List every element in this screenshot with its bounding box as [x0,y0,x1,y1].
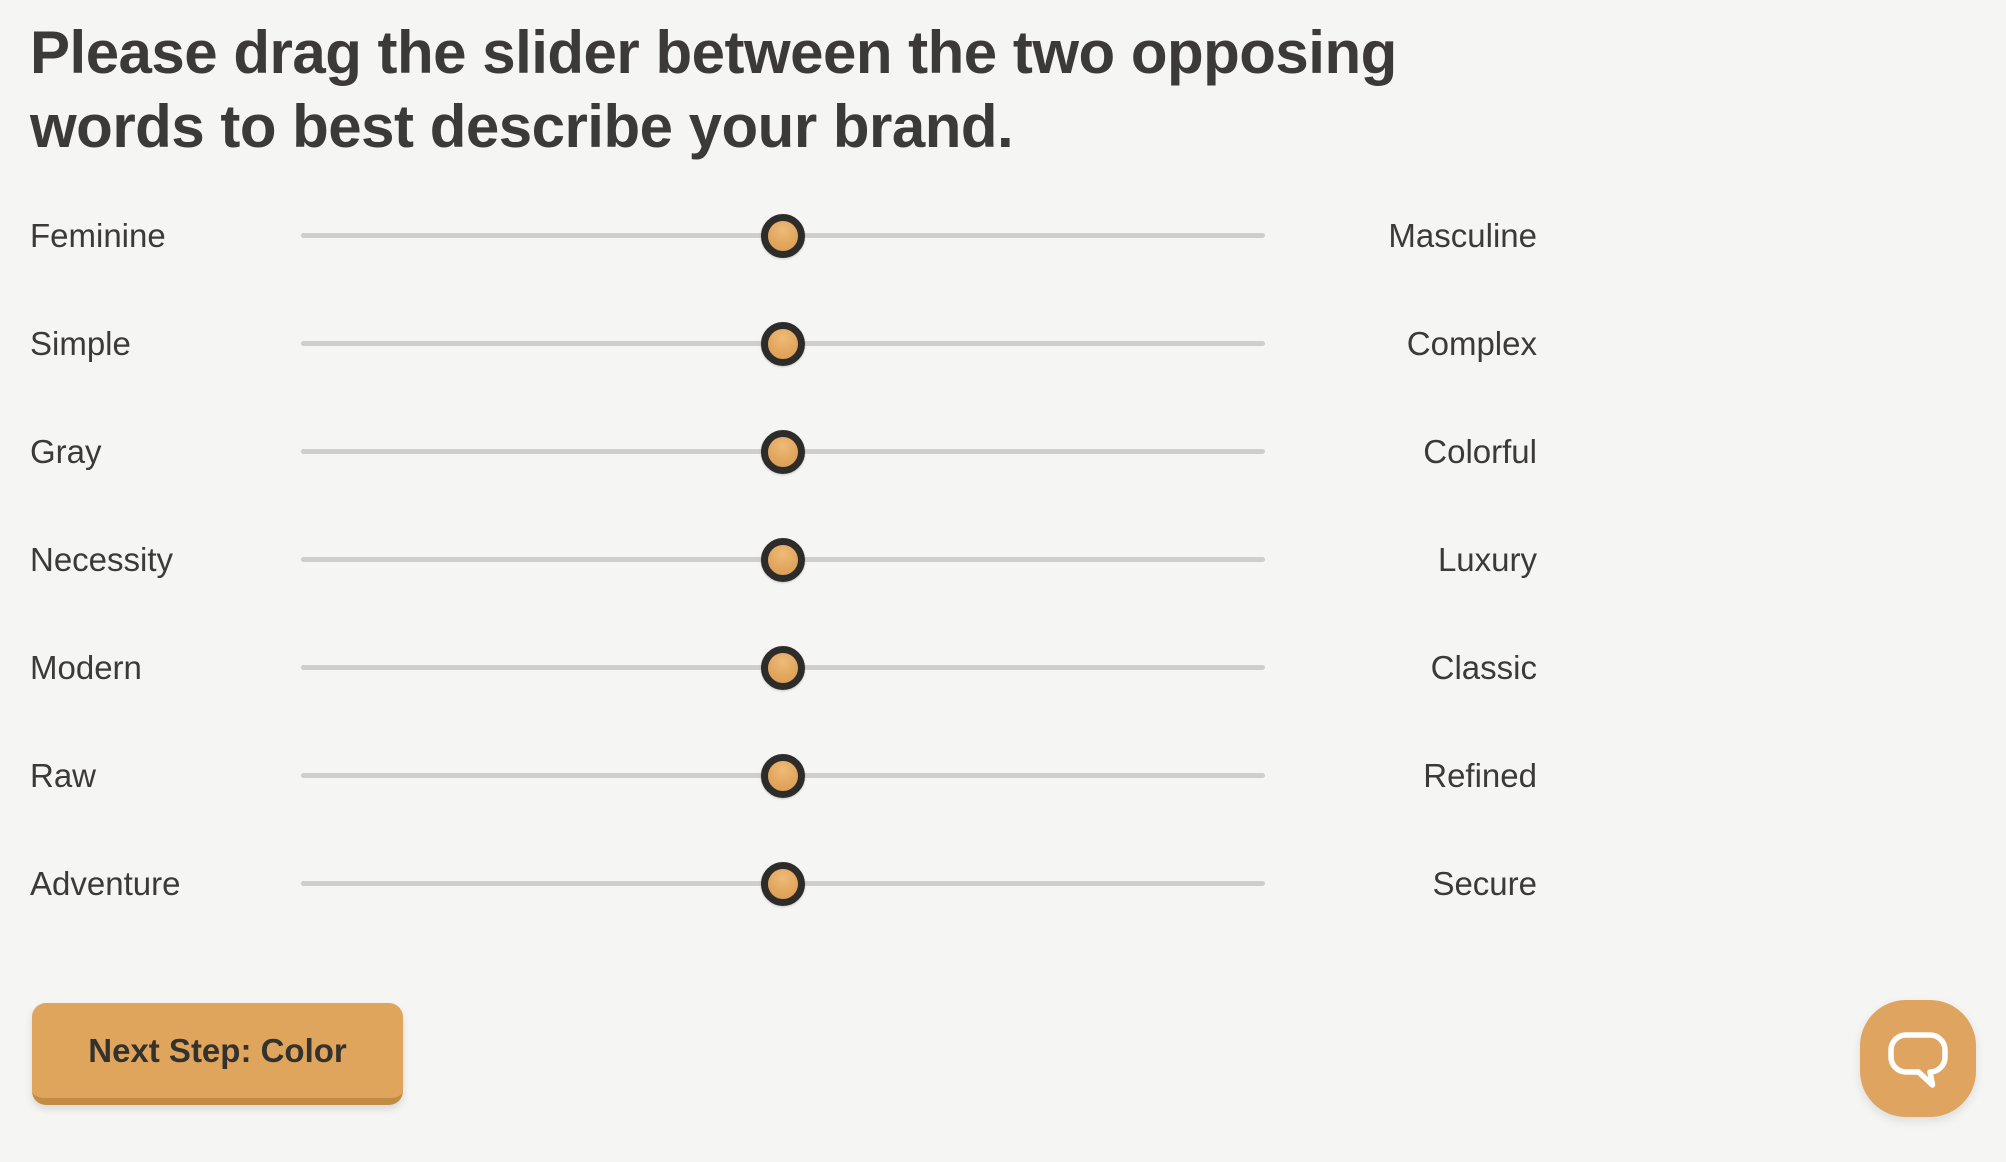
slider-row: Necessity Luxury [0,506,2006,614]
slider-row: Modern Classic [0,614,2006,722]
slider-handle[interactable] [761,322,805,366]
slider-row: Adventure Secure [0,830,2006,938]
brand-attribute-slider[interactable] [301,506,1265,614]
slider-list: Feminine Masculine Simple Complex Gray C… [0,182,2006,938]
page-title: Please drag the slider between the two o… [30,19,1397,160]
slider-right-label: Masculine [1388,217,1537,254]
slider-handle[interactable] [761,538,805,582]
chat-launcher-button[interactable] [1860,1000,1976,1117]
brand-attribute-slider[interactable] [301,830,1265,938]
brand-attribute-slider[interactable] [301,614,1265,722]
slider-row: Feminine Masculine [0,182,2006,290]
slider-left-label: Simple [30,325,131,362]
slider-left-label: Raw [30,757,97,794]
slider-left-label: Gray [30,433,102,470]
next-step-color-button[interactable]: Next Step: Color [32,1003,403,1105]
slider-handle[interactable] [761,646,805,690]
brand-attribute-slider[interactable] [301,290,1265,398]
slider-handle[interactable] [761,214,805,258]
slider-left-label: Adventure [30,865,181,902]
slider-right-label: Refined [1423,757,1537,794]
slider-row: Simple Complex [0,290,2006,398]
slider-handle[interactable] [761,862,805,906]
speech-bubble-icon [1888,1031,1948,1088]
slider-left-label: Necessity [30,541,174,578]
slider-row: Gray Colorful [0,398,2006,506]
slider-handle[interactable] [761,754,805,798]
slider-right-label: Colorful [1423,433,1537,470]
slider-right-label: Complex [1406,325,1537,362]
brand-attribute-slider[interactable] [301,722,1265,830]
slider-handle[interactable] [761,430,805,474]
slider-left-label: Feminine [30,217,166,254]
slider-right-label: Luxury [1437,541,1537,578]
slider-row: Raw Refined [0,722,2006,830]
slider-right-label: Classic [1430,649,1537,686]
brand-attribute-slider[interactable] [301,182,1265,290]
slider-right-label: Secure [1432,865,1537,902]
brand-attribute-slider[interactable] [301,398,1265,506]
slider-left-label: Modern [30,649,142,686]
